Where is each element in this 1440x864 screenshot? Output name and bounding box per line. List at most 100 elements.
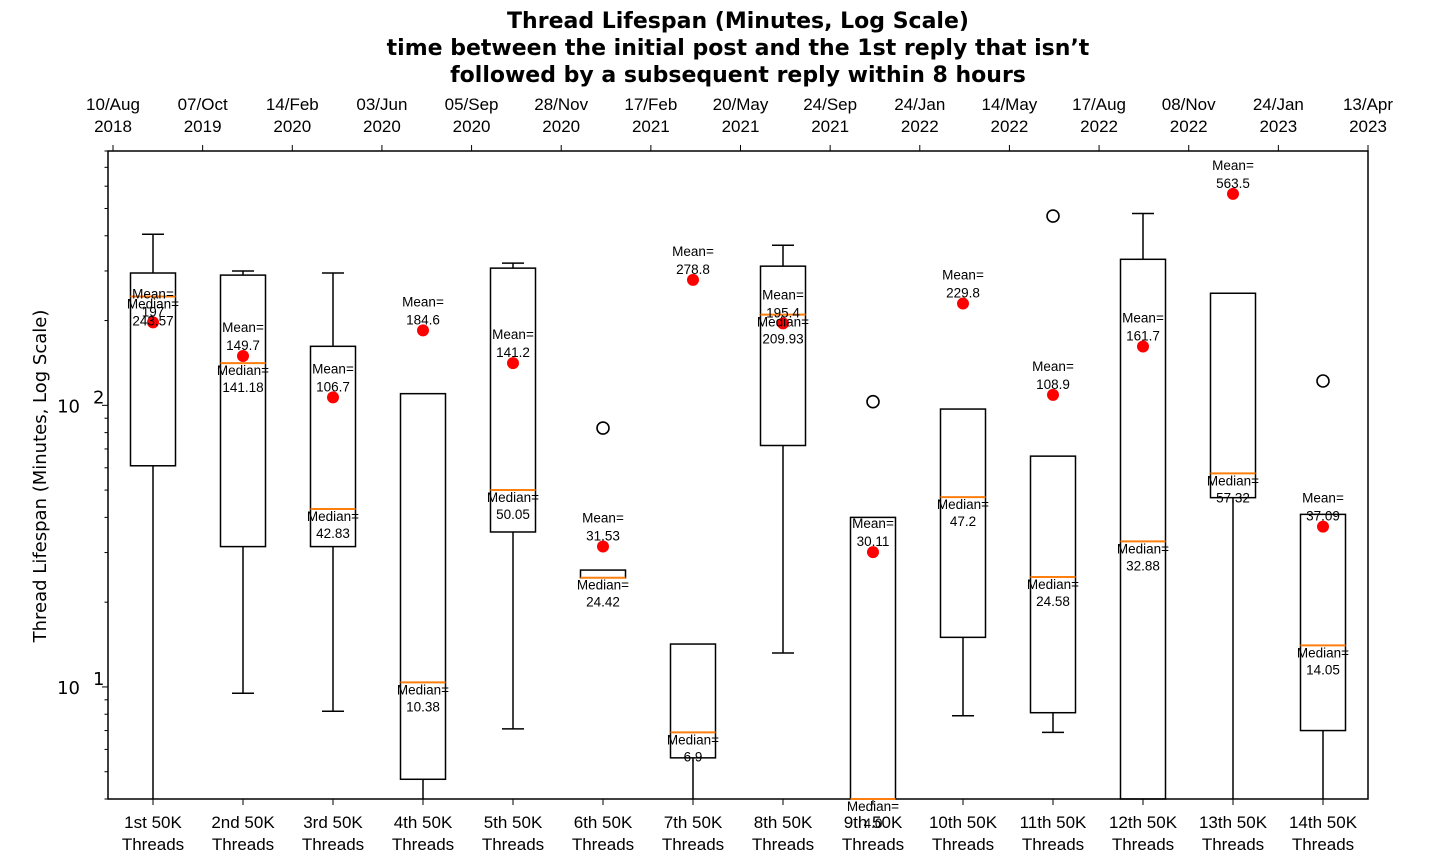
median-label-value: 141.18 [222,380,263,395]
iqr-box [1029,455,1077,714]
median-label-value: 24.42 [586,595,620,610]
top-date-label-day: 05/Sep [445,95,499,114]
mean-point [417,324,429,337]
iqr-box [1119,258,1167,800]
mean-label-prefix: Mean= [402,294,444,309]
median-label-prefix: Median= [487,490,539,505]
plot-area-frame [107,150,1369,800]
iqr-box [939,408,987,639]
median-label-prefix: Median= [397,682,449,697]
iqr-box [849,516,897,800]
mean-label-prefix: Mean= [582,510,624,525]
iqr-box [669,643,717,759]
top-date-label-year: 2022 [1170,117,1208,136]
top-date-label-year: 2022 [991,117,1029,136]
iqr-box [309,345,357,548]
mean-label-prefix: Mean= [222,320,264,335]
iqr-box [219,274,267,548]
chart-title: Thread Lifespan (Minutes, Log Scale) tim… [387,9,1090,88]
top-date-label-day: 17/Aug [1072,95,1126,114]
mean-label-value: 563.5 [1216,176,1250,191]
iqr-box [129,272,177,467]
mean-label-prefix: Mean= [852,516,894,531]
median-label-prefix: Median= [1027,577,1079,592]
x-tick-label-sub: Threads [302,835,364,854]
x-tick-label-sub: Threads [932,835,994,854]
mean-label-value: 184.6 [406,312,440,327]
y-tick-label: 10 [57,396,80,417]
iqr-box [759,265,807,447]
mean-label-value: 108.9 [1036,377,1070,392]
median-label-value: 57.32 [1216,490,1250,505]
top-date-label-year: 2019 [184,117,222,136]
median-label-value: 4.0 [864,816,883,831]
mean-label-value: 229.8 [946,286,980,301]
top-date-label-year: 2020 [453,117,491,136]
median-label-value: 10.38 [406,699,440,714]
top-date-label-day: 20/May [713,95,769,114]
x-tick-label-sub: Threads [392,835,454,854]
median-label-prefix: Median= [577,578,629,593]
mean-label-prefix: Mean= [672,244,714,259]
title-line-2: time between the initial post and the 1s… [387,36,1090,61]
box-group [759,244,807,654]
mean-label-value: 30.11 [857,534,890,549]
box-group [1209,187,1257,799]
mean-label-prefix: Mean= [132,286,174,301]
y-axis-label: Thread Lifespan (Minutes, Log Scale) [30,310,51,644]
top-date-label-year: 2023 [1349,117,1387,136]
y-tick-base: 10 [57,678,80,699]
iqr-box [489,267,537,533]
median-label-prefix: Median= [847,799,899,814]
mean-point [867,546,879,559]
mean-label-prefix: Mean= [1302,491,1344,506]
x-tick-label: 5th 50K [484,813,543,832]
median-label-value: 32.88 [1126,558,1160,573]
mean-label-value: 106.7 [316,379,350,394]
top-date-label-day: 24/Jan [1253,95,1304,114]
box-group [669,273,717,799]
box-group [1029,209,1077,734]
top-date-label-day: 07/Oct [178,95,228,114]
box-series [129,187,1347,800]
x-tick-label: 8th 50K [754,813,813,832]
mean-point [1227,187,1239,200]
top-date-label-year: 2022 [1080,117,1118,136]
median-label-value: 6.9 [684,749,703,764]
top-date-label-year: 2020 [542,117,580,136]
box-group [1299,374,1347,799]
y-tick-base: 10 [57,396,80,417]
mean-point [1317,520,1329,533]
iqr-box [1299,513,1347,732]
y-tick-exponent: 2 [93,387,104,408]
top-date-label-day: 24/Sep [803,95,857,114]
iqr-box [399,392,447,781]
box-group [219,270,267,694]
top-date-label-day: 24/Jan [894,95,945,114]
top-date-label-year: 2022 [901,117,939,136]
x-tick-label: 3rd 50K [303,813,363,832]
median-label-value: 243.57 [132,313,173,328]
median-label-prefix: Median= [1297,645,1349,660]
x-tick-label: 10th 50K [929,813,998,832]
mean-label-prefix: Mean= [312,361,354,376]
mean-label-prefix: Mean= [1122,311,1164,326]
box-group [489,262,537,730]
top-date-label-day: 08/Nov [1162,95,1216,114]
top-date-label-day: 13/Apr [1343,95,1393,114]
top-date-label-year: 2020 [363,117,401,136]
x-tick-label-sub: Threads [1292,835,1354,854]
x-tick-label-sub: Threads [1022,835,1084,854]
top-date-label-day: 14/Feb [266,95,319,114]
mean-point [147,316,159,329]
median-label-value: 47.2 [950,514,976,529]
x-tick-label: 11th 50K [1020,813,1087,832]
iqr-box [579,569,627,579]
outlier-point [596,421,610,435]
box-group [849,394,897,800]
median-label-prefix: Median= [1207,473,1259,488]
mean-label-prefix: Mean= [942,268,984,283]
median-label-value: 24.58 [1036,594,1070,609]
top-date-label-year: 2023 [1259,117,1297,136]
